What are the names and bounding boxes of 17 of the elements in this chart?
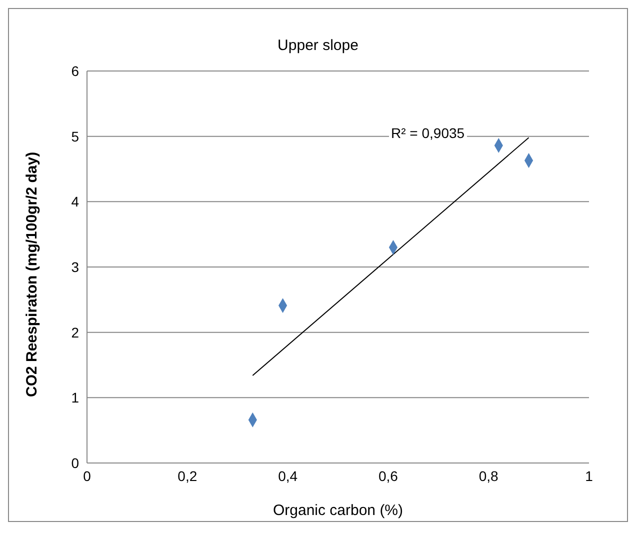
x-tick-label: 0,6 (378, 468, 398, 484)
x-tick-label: 0,2 (178, 468, 198, 484)
x-tick-label: 1 (585, 468, 594, 484)
y-tick-label: 2 (71, 324, 80, 340)
y-axis-title: CO2 Reespiraton (mg/100gr/2 day) (23, 152, 40, 397)
x-axis-title: Organic carbon (%) (272, 502, 404, 519)
annotation: R² = 0,9035 (389, 125, 467, 141)
x-tick-label: 0,4 (278, 468, 298, 484)
x-tick-label: 0 (83, 468, 92, 484)
y-tick-label: 4 (71, 194, 80, 210)
y-tick-label: 3 (71, 258, 80, 275)
y-tick-label: 1 (71, 390, 80, 406)
x-tick-label: 0,8 (478, 468, 499, 484)
y-tick-label: 0 (71, 454, 80, 471)
y-tick-label: 5 (71, 128, 80, 144)
y-tick-label: 6 (71, 62, 80, 79)
chart-title: Upper slope (276, 37, 360, 56)
